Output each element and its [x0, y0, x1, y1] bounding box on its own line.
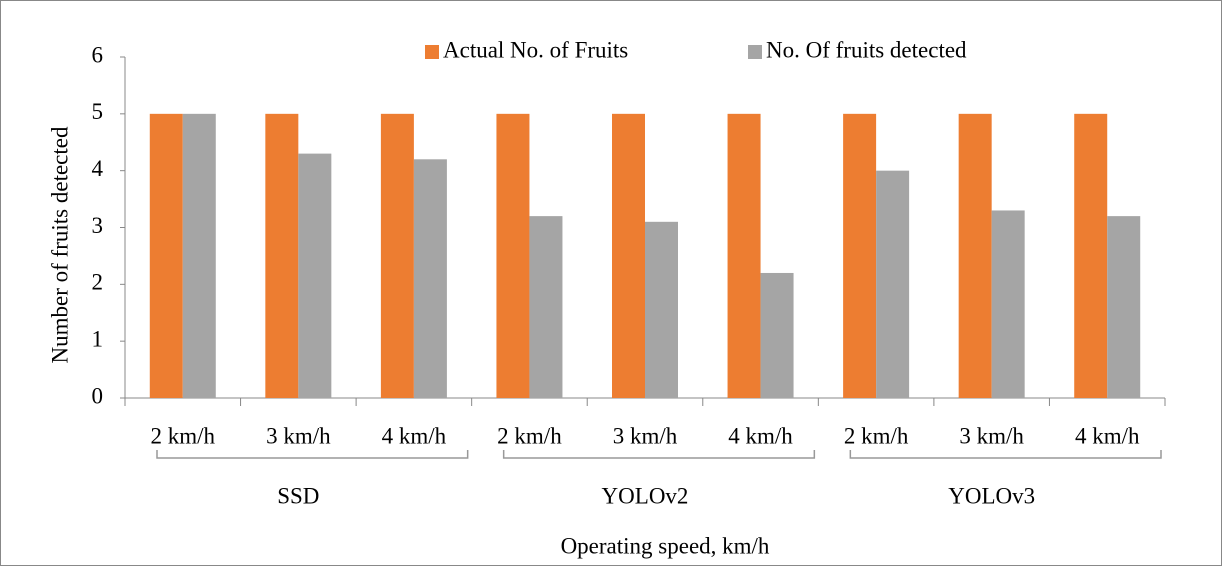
bar	[298, 153, 332, 398]
y-tick-label: 4	[92, 156, 104, 181]
bar	[958, 113, 992, 398]
x-tick-label: 4 km/h	[728, 423, 793, 448]
bar	[529, 216, 563, 398]
legend-label: No. Of fruits detected	[766, 37, 967, 62]
bar	[991, 210, 1025, 398]
bar	[182, 113, 216, 398]
group-label: YOLOv3	[948, 483, 1035, 508]
group-label: YOLOv2	[602, 483, 689, 508]
bar	[413, 159, 447, 398]
bar	[760, 272, 794, 398]
legend-swatch	[425, 45, 439, 59]
group-bracket	[849, 450, 1162, 459]
x-tick-label: 4 km/h	[382, 423, 447, 448]
x-tick-label: 2 km/h	[151, 423, 216, 448]
y-tick-label: 3	[92, 213, 104, 238]
bar	[1074, 113, 1108, 398]
group-bracket	[502, 450, 816, 459]
y-tick-label: 0	[92, 383, 104, 408]
x-tick-label: 2 km/h	[497, 423, 562, 448]
x-tick-label: 4 km/h	[1075, 423, 1140, 448]
bar	[645, 221, 678, 398]
legend-swatch	[748, 45, 762, 59]
y-tick-label: 1	[92, 326, 104, 351]
bar	[612, 113, 645, 398]
bar	[876, 170, 910, 398]
group-label: SSD	[277, 483, 319, 508]
x-axis-title: Operating speed, km/h	[561, 533, 770, 558]
y-tick-label: 6	[92, 42, 104, 67]
legend-label: Actual No. of Fruits	[443, 37, 628, 62]
bar	[265, 113, 299, 398]
y-tick-label: 5	[92, 99, 104, 124]
y-tick-label: 2	[92, 270, 104, 295]
bar	[149, 113, 183, 398]
x-tick-label: 3 km/h	[959, 423, 1024, 448]
bar	[380, 113, 414, 398]
bar	[727, 113, 761, 398]
bar	[843, 113, 877, 398]
x-tick-label: 3 km/h	[266, 423, 331, 448]
group-bracket	[156, 450, 469, 459]
x-tick-label: 3 km/h	[613, 423, 678, 448]
bar	[496, 113, 530, 398]
y-axis-title: Number of fruits detected	[47, 126, 72, 363]
x-tick-label: 2 km/h	[844, 423, 909, 448]
bar	[1107, 216, 1141, 398]
